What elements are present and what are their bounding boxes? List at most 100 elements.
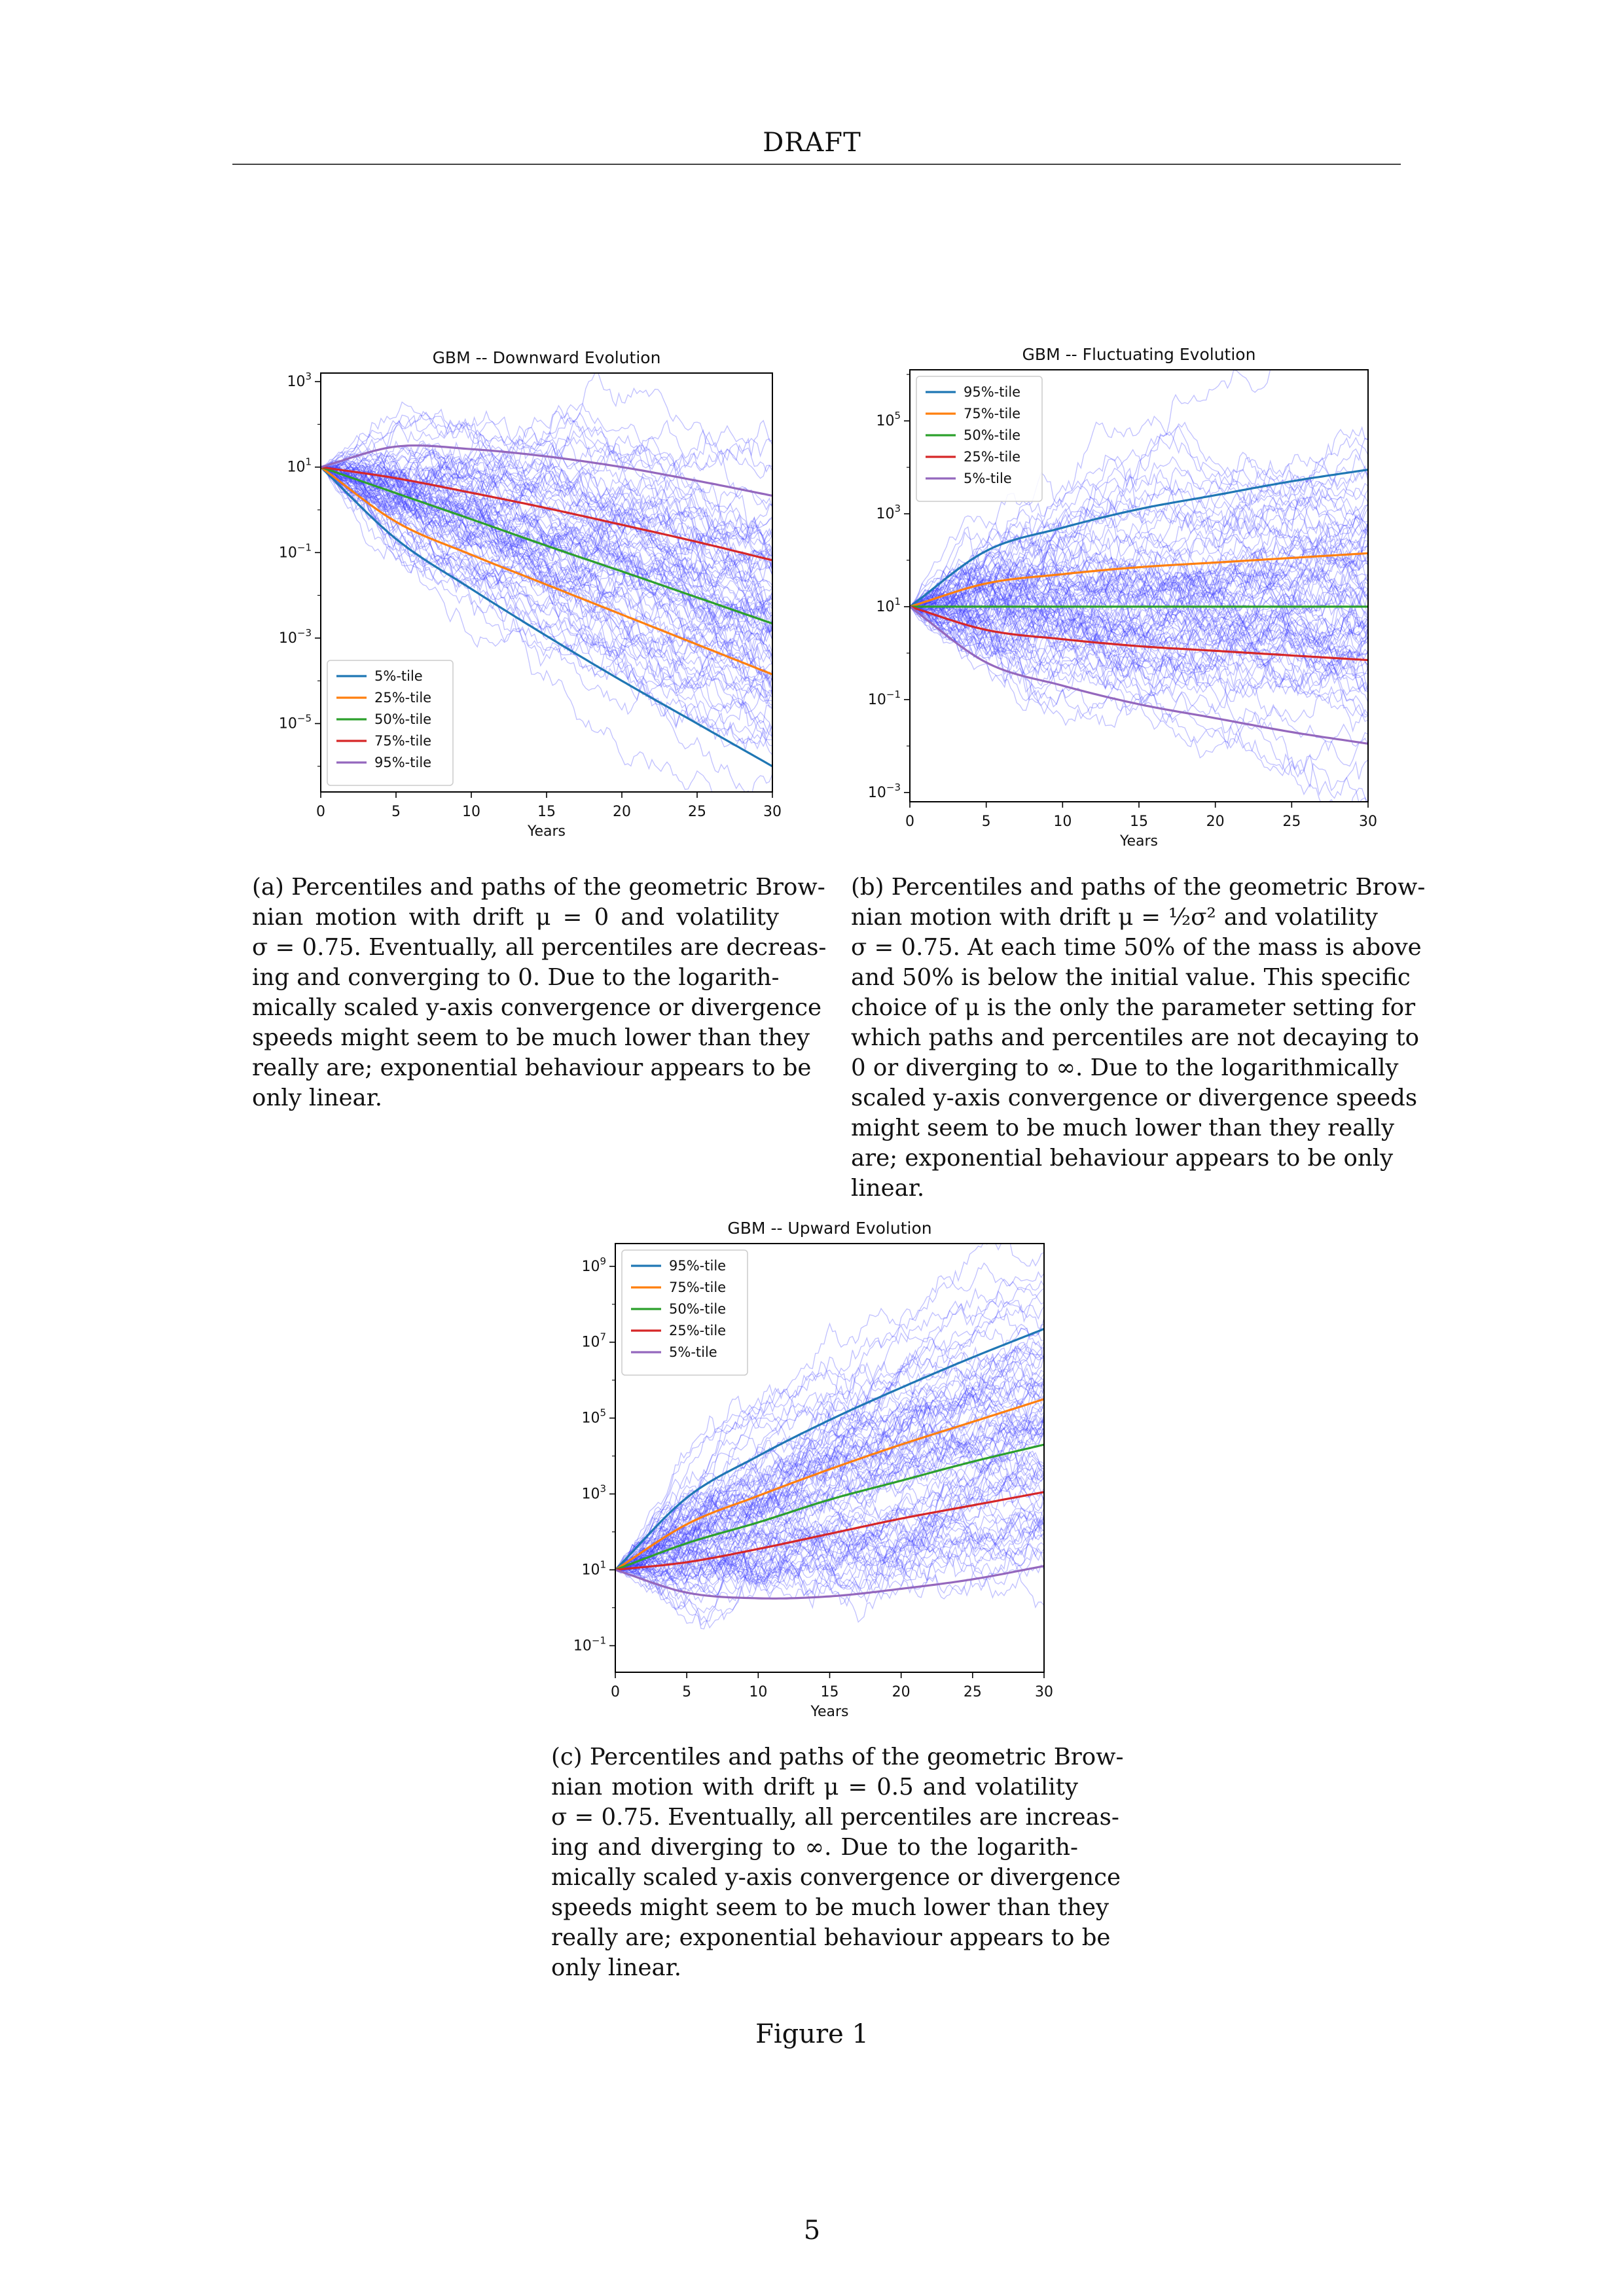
sample-path <box>615 1403 1044 1586</box>
sample-path <box>910 537 1368 614</box>
sample-path <box>615 1290 1044 1570</box>
legend-label: 95%-tile <box>669 1258 726 1274</box>
sample-path <box>615 1496 1044 1577</box>
caption-line: (b) Percentiles and paths of the geometr… <box>851 874 1426 901</box>
sample-path <box>910 422 1368 607</box>
figure-label: Figure 1 <box>755 2019 869 2049</box>
sample-path <box>321 456 772 620</box>
sample-path <box>321 448 772 570</box>
sample-path <box>910 510 1368 607</box>
sample-path <box>615 1515 1044 1588</box>
x-axis-label: Years <box>527 823 566 840</box>
sample-path <box>321 456 772 643</box>
series-line-75pct <box>321 466 772 562</box>
sample-path <box>615 1355 1044 1571</box>
caption-line: only linear. <box>252 1085 383 1111</box>
sample-path <box>910 567 1368 659</box>
sample-path <box>615 1384 1044 1571</box>
sample-path <box>910 564 1368 685</box>
sample-path <box>321 467 772 691</box>
sample-path <box>321 467 772 634</box>
sample-path <box>615 1287 1044 1570</box>
sample-path <box>910 606 1368 715</box>
sample-path <box>321 467 772 630</box>
sample-path <box>910 545 1368 647</box>
sample-path <box>910 495 1368 611</box>
y-tick-label: 109 <box>581 1255 606 1275</box>
sample-path <box>910 555 1368 610</box>
sample-path <box>910 370 1271 607</box>
sample-path <box>321 425 772 535</box>
sample-path <box>910 556 1368 635</box>
sample-path <box>321 467 713 792</box>
sample-path <box>910 425 1368 613</box>
sample-path <box>615 1323 1044 1571</box>
sample-path <box>321 459 772 737</box>
caption-line: nian motion with drift μ = ½σ² and volat… <box>851 904 1378 931</box>
sample-path <box>910 573 1368 799</box>
sample-path <box>321 465 772 688</box>
legend: 95%-tile 75%-tile 50%-tile 25%-tile 5%-tile <box>621 1249 748 1376</box>
caption-line: σ = 0.75. Eventually, all percentiles ar… <box>252 934 827 961</box>
caption-line: and 50% is below the initial value. This… <box>851 964 1411 991</box>
series-line-25pct <box>321 466 772 675</box>
sample-path <box>321 467 772 747</box>
sample-path <box>910 598 1368 673</box>
sample-path <box>910 562 1368 689</box>
legend-label: 5%-tile <box>964 471 1012 486</box>
sample-path <box>321 461 772 619</box>
sample-path <box>910 526 1368 619</box>
x-tick-label: 15 <box>537 804 556 820</box>
sample-path <box>910 562 1368 692</box>
sample-path <box>321 466 772 751</box>
sample-path <box>615 1367 1044 1583</box>
sample-path <box>615 1524 1044 1604</box>
sample-path <box>910 505 1368 607</box>
sample-path <box>615 1426 1044 1609</box>
sample-path <box>321 467 772 600</box>
sample-path <box>910 456 1368 630</box>
sample-path <box>910 575 1368 661</box>
sample-path <box>615 1399 1044 1582</box>
sample-path <box>910 598 1368 697</box>
caption-line: are; exponential behaviour appears to be… <box>851 1145 1394 1172</box>
series-line-25pct <box>910 605 1368 662</box>
sample-path <box>615 1541 1044 1600</box>
sample-path <box>910 568 1368 670</box>
sample-path <box>321 403 772 500</box>
y-tick-label: 101 <box>581 1558 606 1578</box>
chart-title: GBM -- Fluctuating Evolution <box>1022 345 1256 364</box>
x-tick-label: 0 <box>905 814 914 830</box>
chart-fluctuating-evolution: GBM -- Fluctuating Evolution 0 5 10 15 20 25 30… <box>868 345 1377 850</box>
sample-path <box>321 448 772 696</box>
sample-path <box>321 457 772 643</box>
sample-path <box>910 589 1368 693</box>
sample-path <box>615 1511 1044 1587</box>
legend-box <box>916 376 1043 502</box>
sample-path <box>615 1414 1044 1578</box>
sample-path <box>321 465 772 692</box>
chart-downward-evolution: GBM -- Downward Evolution 0 5 10 15 20 25 30 Yea… <box>279 348 782 840</box>
sample-path <box>910 593 1368 672</box>
sample-path <box>321 440 772 645</box>
sample-path <box>615 1352 1044 1570</box>
sample-path <box>321 421 772 571</box>
sample-path <box>615 1346 1044 1574</box>
caption-line: mically scaled y-axis convergence or div… <box>252 994 821 1021</box>
sample-path <box>910 514 1368 618</box>
x-tick-label: 15 <box>821 1684 839 1700</box>
legend-box <box>327 660 454 786</box>
sample-path <box>910 569 1368 651</box>
y-tick-label: 10−5 <box>279 713 312 732</box>
sample-path <box>615 1352 1044 1571</box>
sample-path <box>615 1346 1044 1571</box>
sample-path <box>615 1344 1044 1571</box>
sample-path <box>910 560 1368 677</box>
sample-path <box>910 571 1368 691</box>
caption-line: really are; exponential behaviour appear… <box>252 1054 812 1081</box>
sample-path <box>615 1414 1044 1629</box>
series-line-75pct <box>615 1398 1044 1571</box>
y-tick-label: 107 <box>581 1331 606 1351</box>
sample-path <box>615 1361 1044 1571</box>
sample-path <box>321 467 772 638</box>
